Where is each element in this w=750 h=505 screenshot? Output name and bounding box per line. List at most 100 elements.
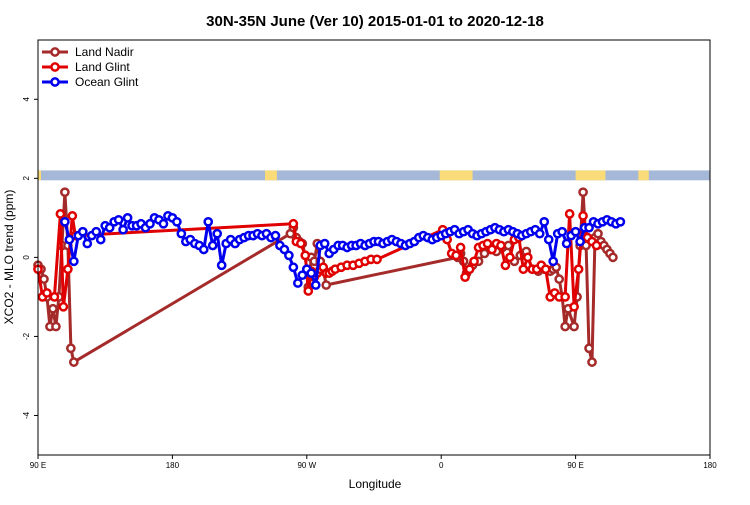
legend-item: Land Glint — [42, 60, 130, 74]
data-point — [593, 228, 603, 239]
data-point — [68, 357, 79, 367]
data-point — [198, 244, 209, 255]
legend-label: Land Glint — [75, 60, 130, 74]
x-tick-label: 90 W — [297, 461, 316, 470]
data-point — [60, 216, 70, 227]
land-band-segment — [264, 170, 277, 181]
y-tick-label: 4 — [22, 97, 31, 102]
data-point — [300, 250, 311, 261]
data-point — [560, 292, 570, 302]
data-point — [487, 244, 497, 255]
data-point — [455, 242, 466, 253]
x-tick-label: 90 E — [30, 461, 46, 470]
data-point — [216, 260, 227, 271]
data-point — [55, 209, 66, 219]
data-point — [303, 286, 314, 296]
data-point — [104, 222, 115, 233]
data-point — [95, 234, 106, 245]
data-point — [49, 292, 60, 302]
data-point — [451, 250, 461, 261]
data-point — [578, 187, 588, 198]
data-point — [122, 213, 133, 223]
data-point — [118, 224, 128, 235]
data-point — [591, 240, 602, 251]
data-point — [505, 252, 515, 263]
data-point — [319, 238, 330, 249]
data-point — [569, 301, 579, 312]
y-axis-label: XCO2 - MLO trend (ppm) — [2, 190, 16, 325]
data-point — [288, 218, 299, 229]
data-point — [518, 264, 529, 275]
data-point — [464, 264, 475, 275]
data-point — [145, 218, 155, 229]
data-point — [573, 264, 584, 275]
legend-label: Ocean Glint — [75, 75, 139, 89]
x-tick-label: 180 — [703, 461, 717, 470]
x-tick-label: 180 — [166, 461, 180, 470]
data-point — [172, 216, 182, 227]
data-point — [543, 234, 554, 245]
data-point — [570, 226, 581, 237]
data-point — [554, 274, 565, 284]
y-axis: -4 -2 0 2 4 — [22, 97, 38, 419]
legend-item: Ocean Glint — [42, 75, 139, 89]
data-point — [496, 240, 506, 251]
data-point — [48, 303, 58, 314]
data-point — [176, 228, 187, 239]
data-point — [270, 230, 281, 241]
data-point — [158, 218, 169, 229]
data-point — [91, 226, 102, 237]
data-point — [203, 216, 214, 227]
land-band-segment — [439, 170, 473, 181]
y-tick-label: -2 — [22, 332, 31, 340]
legend-label: Land Nadir — [75, 45, 134, 59]
data-point — [207, 240, 218, 251]
data-point — [279, 244, 290, 255]
series-ocean-glint — [60, 211, 626, 290]
data-point — [42, 288, 52, 298]
series-layer — [33, 187, 626, 367]
data-point — [539, 216, 550, 227]
data-point — [77, 226, 88, 237]
land-band-segment — [638, 170, 649, 181]
data-point — [310, 280, 321, 290]
x-axis-label: Longitude — [349, 477, 402, 491]
data-point — [321, 280, 332, 290]
data-point — [295, 238, 306, 249]
data-point — [63, 264, 73, 275]
data-point — [113, 214, 124, 225]
data-point — [575, 236, 585, 247]
data-point — [297, 270, 308, 281]
data-point — [284, 250, 294, 261]
data-point — [578, 211, 588, 221]
data-point — [584, 343, 594, 354]
legend-swatch-marker — [50, 62, 60, 72]
data-point — [587, 357, 597, 367]
x-tick-label: 0 — [439, 461, 444, 470]
land-band-segment — [575, 170, 606, 181]
data-point — [584, 222, 594, 233]
data-point — [608, 252, 618, 263]
data-point — [58, 301, 69, 312]
data-point — [292, 278, 303, 288]
legend-item: Land Nadir — [42, 45, 134, 59]
data-point — [564, 209, 575, 219]
data-point — [482, 238, 493, 249]
data-point — [500, 260, 511, 271]
data-point — [68, 256, 79, 267]
data-point — [522, 252, 533, 263]
data-point — [212, 228, 223, 239]
y-tick-label: 0 — [22, 255, 31, 260]
data-point — [460, 272, 470, 282]
data-point — [569, 321, 579, 332]
data-point — [288, 262, 299, 273]
x-axis: 90 E 180 90 W 0 90 E 180 — [30, 455, 717, 470]
data-point — [372, 254, 382, 265]
data-point — [615, 216, 626, 227]
plot-frame — [37, 39, 711, 456]
legend-swatch-marker — [50, 47, 60, 57]
data-point — [66, 343, 76, 354]
data-point — [67, 211, 78, 221]
